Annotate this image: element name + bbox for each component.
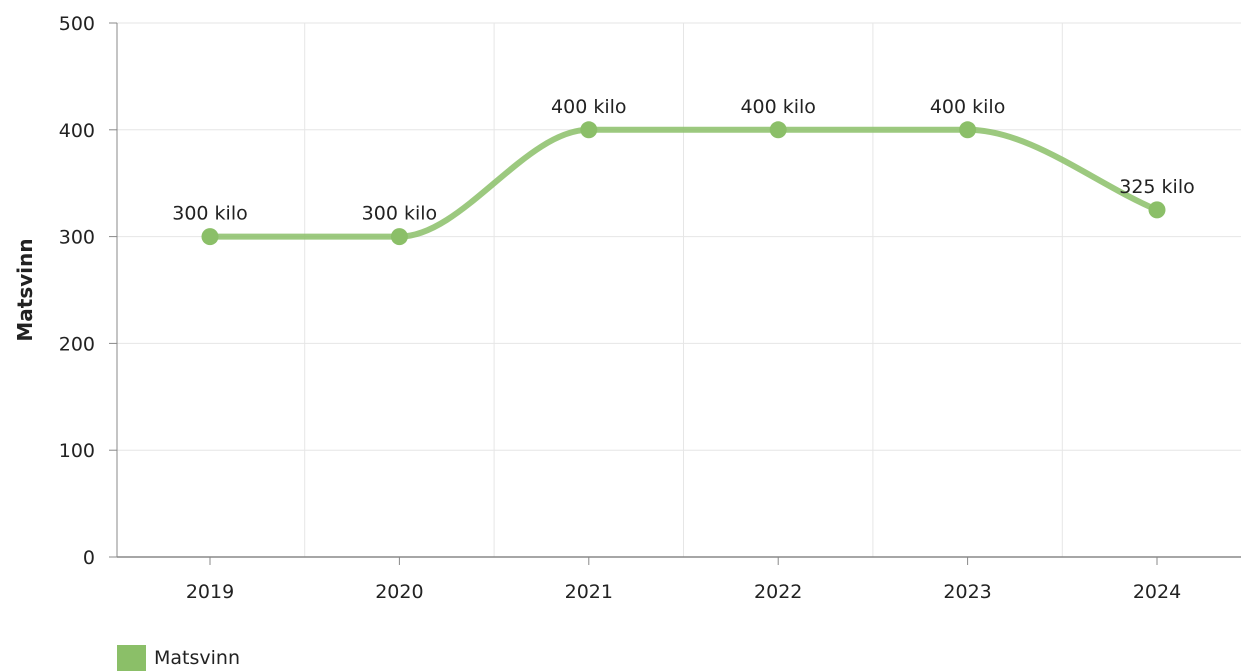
data-point xyxy=(1148,201,1166,219)
x-tick-label: 2024 xyxy=(1133,581,1181,603)
legend: Matsvinn xyxy=(117,645,240,671)
data-label: 400 kilo xyxy=(930,96,1006,118)
series-line-group xyxy=(207,126,1160,240)
x-tick-label: 2021 xyxy=(565,581,613,603)
series-points xyxy=(201,121,1166,246)
y-tick-label: 100 xyxy=(59,440,95,462)
data-point xyxy=(201,228,219,246)
axes xyxy=(116,23,1241,558)
data-label: 325 kilo xyxy=(1119,176,1195,198)
x-tick-label: 2022 xyxy=(754,581,802,603)
x-tick-label: 2019 xyxy=(186,581,234,603)
y-tick-label: 200 xyxy=(59,333,95,355)
data-point xyxy=(580,121,598,139)
data-point xyxy=(390,228,408,246)
x-axis-ticks: 2019 2020 2021 2022 2023 2024 xyxy=(186,557,1181,603)
data-label: 400 kilo xyxy=(551,96,627,118)
y-axis-title: Matsvinn xyxy=(13,238,37,341)
y-axis-ticks: 0 100 200 300 400 500 xyxy=(59,13,117,569)
data-point xyxy=(959,121,977,139)
legend-swatch xyxy=(117,645,146,671)
legend-label: Matsvinn xyxy=(154,647,240,669)
grid-lines xyxy=(117,22,1241,557)
data-point xyxy=(769,121,787,139)
data-label: 400 kilo xyxy=(740,96,816,118)
y-tick-label: 400 xyxy=(59,120,95,142)
y-tick-label: 300 xyxy=(59,227,95,249)
x-tick-label: 2023 xyxy=(943,581,991,603)
y-tick-label: 0 xyxy=(83,547,95,569)
line-chart: 0 100 200 300 400 500 2019 2020 2021 2022 2023 202… xyxy=(13,13,1241,603)
x-tick-label: 2020 xyxy=(375,581,423,603)
y-tick-label: 500 xyxy=(59,13,95,35)
data-label: 300 kilo xyxy=(172,203,248,225)
data-labels: 300 kilo 300 kilo 400 kilo 400 kilo 400 kilo… xyxy=(172,96,1195,225)
data-label: 300 kilo xyxy=(362,203,438,225)
series-line-matsvinn xyxy=(207,126,1160,240)
